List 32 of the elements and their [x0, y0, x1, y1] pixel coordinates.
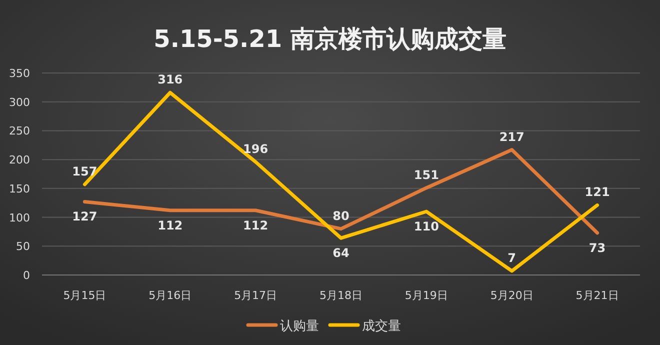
data-label: 7: [508, 250, 516, 265]
y-tick-label: 300: [9, 96, 30, 109]
data-label: 73: [588, 240, 606, 255]
data-label: 217: [499, 130, 524, 144]
x-tick-label: 5月15日: [63, 289, 106, 302]
y-tick-label: 250: [9, 124, 30, 138]
y-tick-label: 350: [9, 67, 30, 80]
x-tick-label: 5月20日: [490, 289, 534, 302]
data-label: 127: [72, 210, 98, 224]
data-label: 196: [243, 142, 268, 156]
data-label: 316: [158, 72, 183, 87]
legend-label: 认购量: [280, 319, 319, 334]
data-label: 112: [243, 218, 268, 232]
chart-title: 5.15-5.21 南京楼市认购成交量: [154, 25, 506, 53]
data-label: 112: [158, 218, 183, 232]
y-tick-label: 0: [23, 269, 30, 282]
x-tick-label: 5月19日: [404, 289, 448, 302]
x-tick-label: 5月21日: [576, 289, 619, 302]
x-tick-label: 5月17日: [234, 289, 278, 302]
y-tick-label: 150: [9, 182, 30, 196]
data-label: 80: [332, 208, 350, 223]
data-label: 64: [332, 246, 350, 260]
data-label: 151: [414, 168, 439, 182]
x-tick-label: 5月18日: [320, 289, 362, 302]
data-label: 110: [414, 220, 439, 234]
y-tick-label: 200: [9, 154, 30, 167]
y-tick-label: 100: [9, 211, 30, 224]
y-tick-label: 50: [16, 240, 30, 254]
data-label: 157: [72, 164, 98, 178]
x-tick-label: 5月16日: [148, 289, 192, 302]
legend-label: 成交量: [362, 318, 401, 334]
data-label: 121: [584, 185, 610, 200]
